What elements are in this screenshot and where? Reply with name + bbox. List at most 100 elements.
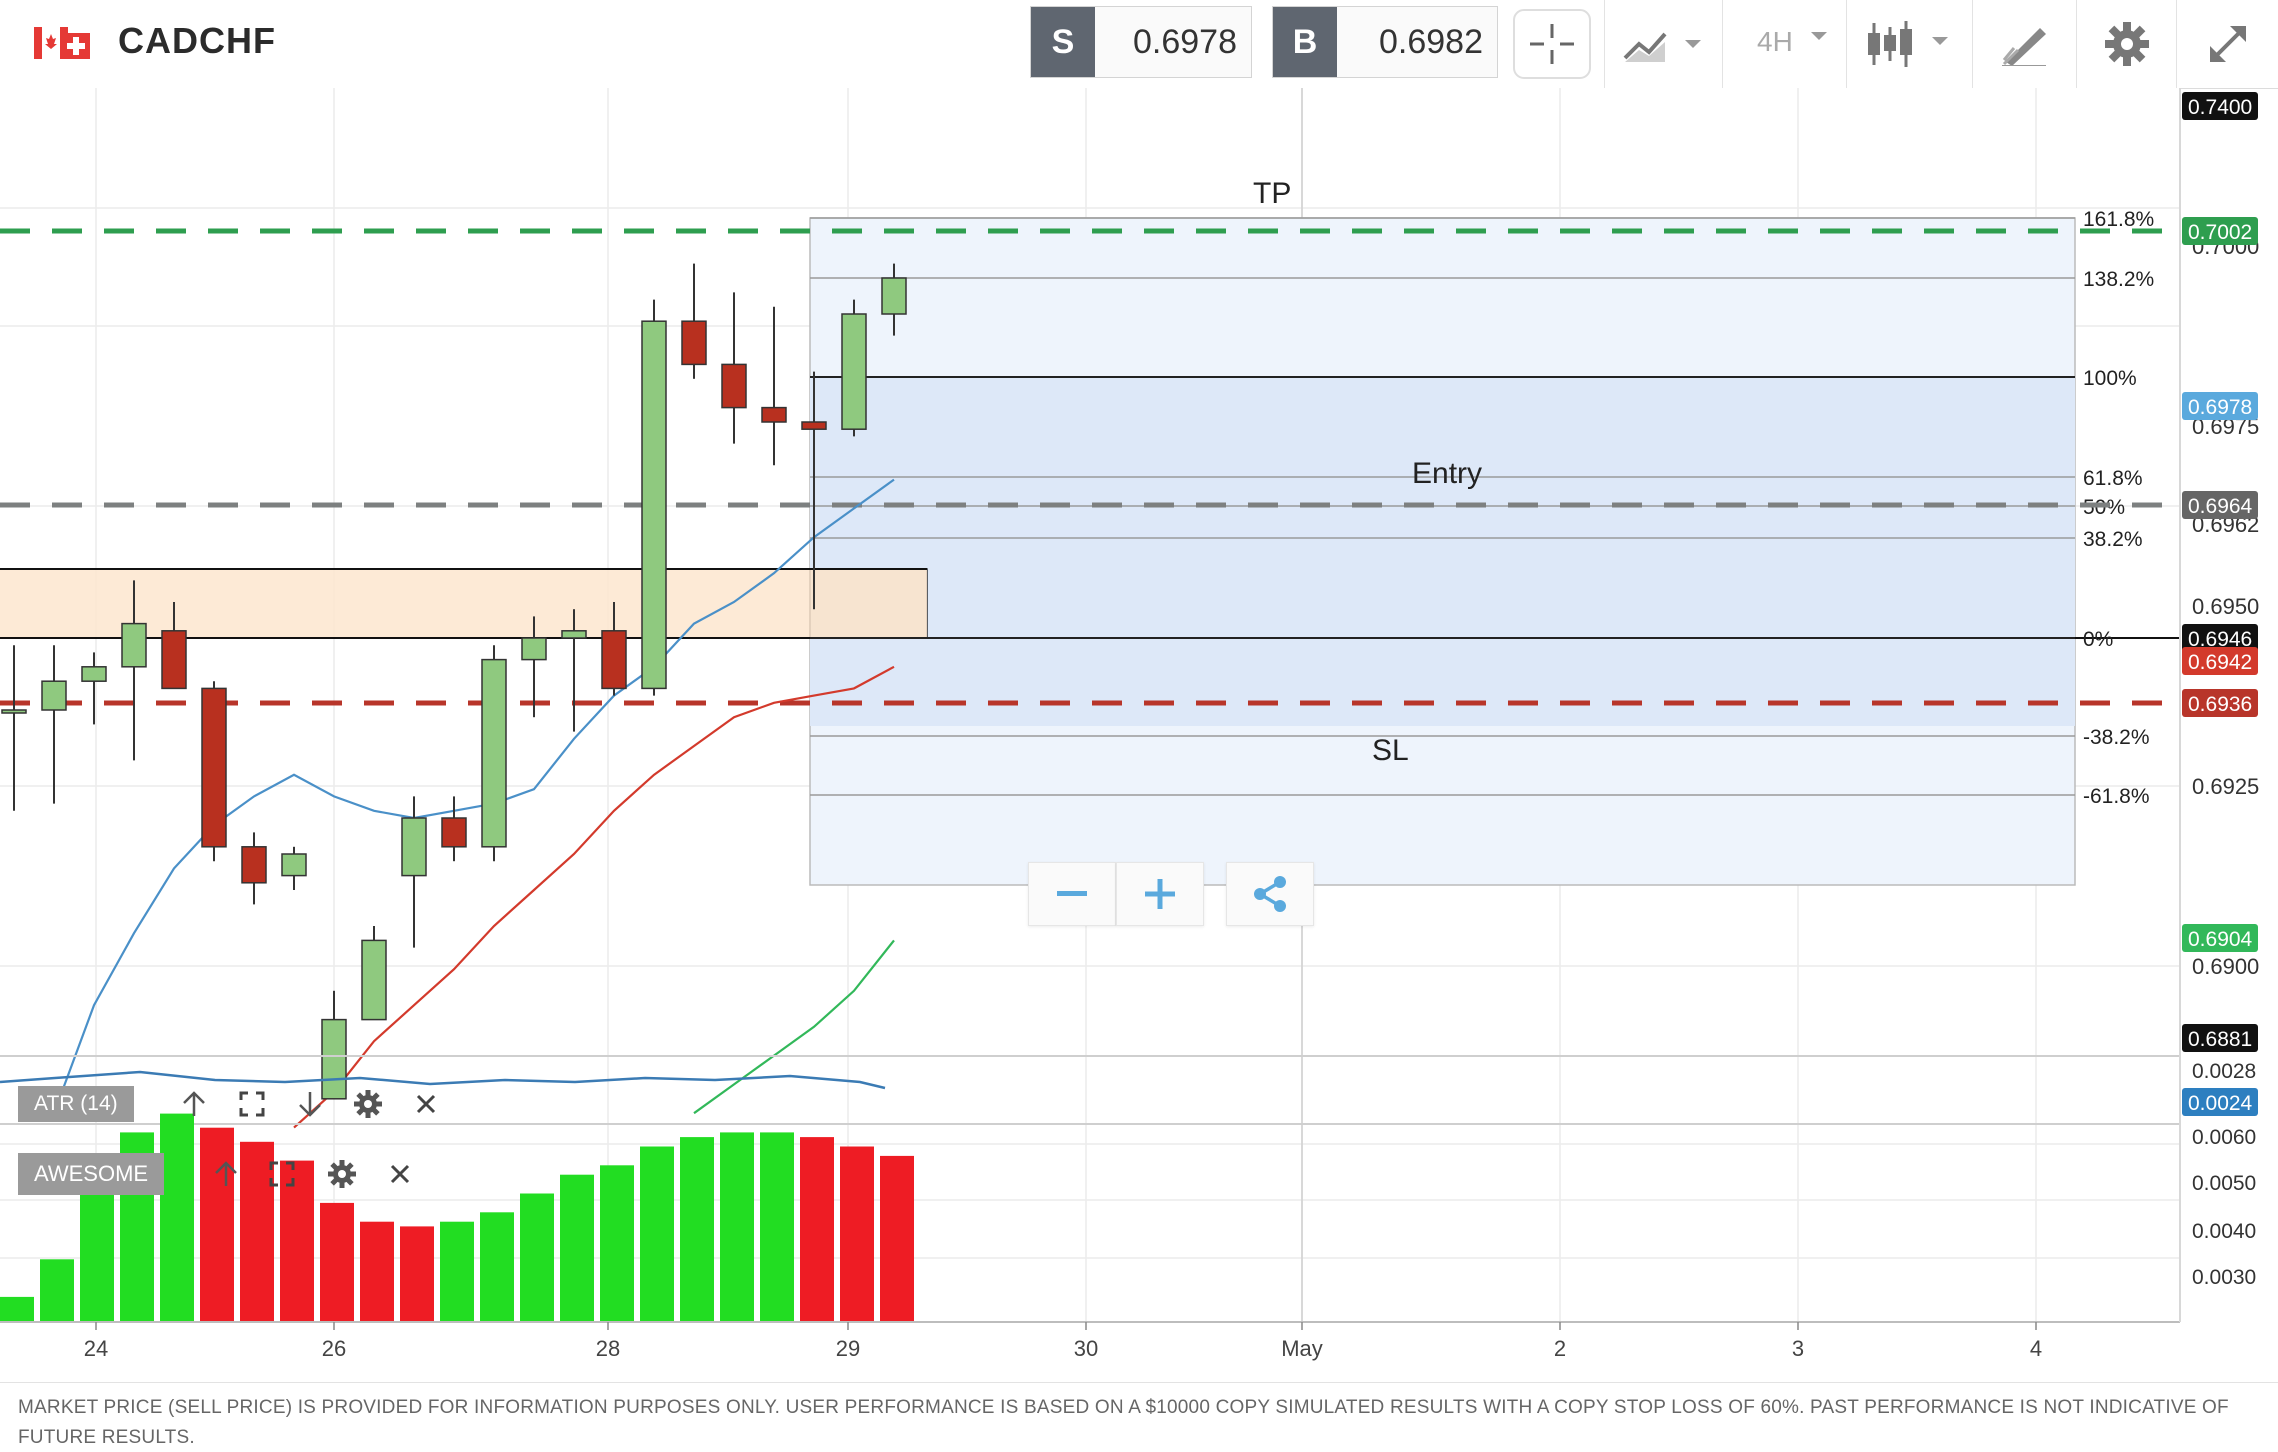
awesome-bar bbox=[480, 1212, 514, 1322]
awesome-bar bbox=[360, 1221, 394, 1322]
awesome-bar bbox=[0, 1296, 34, 1322]
atr-maximize-button[interactable] bbox=[232, 1084, 272, 1124]
svg-text:0.7002: 0.7002 bbox=[2188, 221, 2252, 244]
sl-annotation: SL bbox=[1372, 734, 1409, 767]
atr-tick-label: 0.0028 bbox=[2192, 1060, 2256, 1083]
draw-pen-icon bbox=[2001, 28, 2046, 66]
chevron-down-icon bbox=[1811, 32, 1827, 40]
price-marker: 0.7002 bbox=[2182, 217, 2258, 245]
settings-button[interactable] bbox=[2076, 0, 2176, 88]
awesome-bar bbox=[440, 1221, 474, 1322]
time-tick-label: 4 bbox=[2030, 1336, 2042, 1361]
time-axis[interactable]: 24 26 28 29 30 May 2 3 4 bbox=[84, 1322, 2042, 1361]
awesome-remove-button[interactable] bbox=[380, 1154, 420, 1194]
candle bbox=[81, 652, 107, 725]
candlestick-icon bbox=[1867, 21, 1948, 67]
candle bbox=[121, 580, 147, 761]
zoom-in-button[interactable] bbox=[1116, 862, 1204, 926]
share-button[interactable] bbox=[1226, 862, 1314, 926]
moving-average-line bbox=[693, 939, 895, 1115]
atr-indicator-label[interactable]: ATR (14) bbox=[18, 1086, 134, 1122]
timeframe-label: 4H bbox=[1757, 26, 1793, 57]
candle bbox=[601, 602, 627, 696]
time-tick-label: 24 bbox=[84, 1336, 108, 1361]
candle bbox=[441, 796, 467, 862]
awesome-maximize-button[interactable] bbox=[262, 1154, 302, 1194]
time-tick-label: 3 bbox=[1792, 1336, 1804, 1361]
candle bbox=[321, 990, 347, 1100]
time-tick-label: 26 bbox=[322, 1336, 346, 1361]
price-tick-label: 0.6925 bbox=[2192, 774, 2259, 799]
price-scale[interactable]: 0.69750.69500.69250.69000.70000.69620.00… bbox=[2182, 92, 2259, 1289]
atr-remove-button[interactable] bbox=[406, 1084, 446, 1124]
atr-settings-button[interactable] bbox=[348, 1084, 388, 1124]
price-marker: 0.6881 bbox=[2182, 1024, 2258, 1052]
fib-retracement-tool[interactable] bbox=[809, 217, 2076, 886]
awesome-bar bbox=[520, 1193, 554, 1322]
price-marker: 0.6946 bbox=[2182, 624, 2258, 652]
candle bbox=[361, 926, 387, 1021]
zoom-out-button[interactable] bbox=[1028, 862, 1116, 926]
svg-text:0.6904: 0.6904 bbox=[2188, 928, 2253, 951]
fib-level-label: 161.8% bbox=[2083, 208, 2154, 231]
candle bbox=[521, 616, 547, 718]
svg-text:0.7400: 0.7400 bbox=[2188, 96, 2252, 119]
svg-text:0.0024: 0.0024 bbox=[2188, 1092, 2253, 1115]
crosshair-button[interactable] bbox=[1504, 0, 1600, 88]
timeframe-dropdown[interactable]: 4H bbox=[1722, 0, 1846, 88]
price-marker: 0.6904 bbox=[2182, 924, 2258, 952]
atr-value-marker: 0.0024 bbox=[2182, 1088, 2258, 1116]
awesome-bar bbox=[560, 1174, 594, 1322]
candlesticks bbox=[1, 263, 907, 1100]
atr-move-down-button[interactable] bbox=[290, 1084, 330, 1124]
svg-text:0.6978: 0.6978 bbox=[2188, 396, 2252, 419]
fullscreen-button[interactable] bbox=[2176, 0, 2278, 88]
candle bbox=[801, 371, 827, 610]
atr-line bbox=[0, 1070, 886, 1090]
fib-level-label: -38.2% bbox=[2083, 726, 2150, 749]
fib-level-label: 0% bbox=[2083, 628, 2113, 651]
atr-move-up-button[interactable] bbox=[174, 1084, 214, 1124]
price-tick-label: 0.6900 bbox=[2192, 954, 2259, 979]
candles-dropdown[interactable] bbox=[1846, 0, 1972, 88]
buy-price-button[interactable]: B 0.6982 bbox=[1272, 6, 1498, 78]
price-chart[interactable]: 161.8%138.2%100%61.8%50%38.2%0%-38.2%-61… bbox=[0, 88, 2278, 1382]
awesome-bar bbox=[760, 1132, 794, 1322]
gear-icon bbox=[354, 1090, 382, 1118]
price-marker: 0.6942 bbox=[2182, 647, 2258, 675]
candle bbox=[761, 306, 787, 466]
minus-icon bbox=[1057, 891, 1087, 896]
candle bbox=[481, 645, 507, 862]
price-marker: 0.7400 bbox=[2182, 92, 2258, 120]
awesome-settings-button[interactable] bbox=[322, 1154, 362, 1194]
fib-level-labels: 161.8%138.2%100%61.8%50%38.2%0%-38.2%-61… bbox=[2083, 208, 2154, 808]
support-zone bbox=[0, 569, 927, 638]
moving-average-line bbox=[293, 665, 895, 1129]
awesome-bar bbox=[640, 1146, 674, 1322]
svg-text:0.6964: 0.6964 bbox=[2188, 495, 2253, 518]
awesome-bar bbox=[800, 1137, 834, 1322]
gear-icon bbox=[328, 1160, 356, 1188]
candle bbox=[721, 292, 747, 444]
moving-average-line bbox=[52, 478, 895, 1114]
top-toolbar: CADCHF S 0.6978 B 0.6982 4H bbox=[0, 0, 2278, 89]
arrow-up-icon bbox=[183, 1091, 205, 1116]
awesome-bar bbox=[680, 1137, 714, 1322]
fib-level-label: 38.2% bbox=[2083, 528, 2143, 551]
awesome-indicator-label[interactable]: AWESOME bbox=[18, 1153, 165, 1195]
time-tick-label: 29 bbox=[836, 1336, 860, 1361]
maximize-icon bbox=[269, 1161, 295, 1187]
atr-indicator-controls bbox=[174, 1084, 444, 1124]
candle bbox=[841, 299, 867, 437]
awesome-tick-label: 0.0050 bbox=[2192, 1172, 2256, 1195]
awesome-move-up-button[interactable] bbox=[206, 1154, 246, 1194]
sell-price: 0.6978 bbox=[1133, 23, 1237, 61]
draw-tools-button[interactable] bbox=[1972, 0, 2076, 88]
fib-level-label: 100% bbox=[2083, 367, 2137, 390]
chart-type-dropdown[interactable] bbox=[1604, 0, 1722, 88]
candle bbox=[561, 609, 587, 732]
price-tick-label: 0.6950 bbox=[2192, 594, 2259, 619]
candle bbox=[161, 602, 187, 690]
sell-price-button[interactable]: S 0.6978 bbox=[1030, 6, 1252, 78]
